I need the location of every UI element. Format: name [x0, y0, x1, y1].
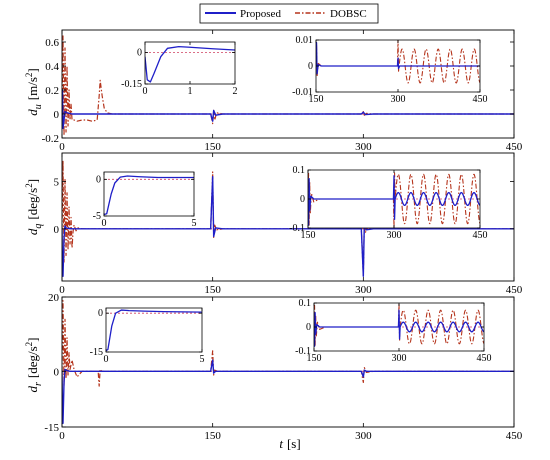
panel-du-inset-2: 150 300 450 -0.01 0 0.01	[292, 35, 487, 105]
panel-dr-xtick-label: 0	[59, 430, 65, 442]
panel-du-xtick-label: 300	[355, 141, 372, 153]
panel-du: 0 150 300 450-0.200.20.40.6 du[m/s2] 0 1 2-0.…	[24, 29, 523, 153]
legend-dobsc-label: DOBSC	[330, 8, 367, 20]
legend-box	[199, 3, 379, 24]
panel-dr-series-proposed	[62, 359, 514, 424]
panel-dr-inset1-series-proposed	[106, 309, 202, 352]
panel-du-xtick-label: 450	[506, 141, 523, 153]
panel-dq-inset1-series-proposed	[104, 175, 194, 216]
legend: Proposed DOBSC	[199, 3, 379, 24]
panel-dr-inset1-ytick-label: -15	[90, 347, 103, 358]
panel-dq-inset1-frame	[103, 171, 195, 217]
panel-du-inset2-series-dobsc	[316, 40, 480, 84]
panel-dr-inset-1: 0 5-150	[90, 307, 205, 365]
panel-dq-inset2-xtick-label: 150	[301, 230, 316, 241]
panel-dq-frame	[61, 152, 515, 282]
panel-dq-inset2-xtick-label: 450	[473, 230, 488, 241]
panel-dq-inset1-xtick-label: 0	[102, 218, 107, 229]
panel-du-inset-1: 0 1 2-0.150	[121, 41, 238, 97]
panel-dr-inset2-xtick-label: 150	[307, 353, 322, 364]
panel-dq-inset2-ytick-label: 0	[300, 194, 305, 205]
panel-du-ytick-label: 0.6	[45, 37, 59, 49]
panel-du-inset2-ytick-label: -0.01	[292, 87, 313, 98]
panel-dr-inset1-xtick-label: 5	[200, 354, 205, 365]
panel-dq-inset2-xtick-label: 300	[387, 230, 402, 241]
panel-du-inset2-series-proposed	[316, 41, 480, 75]
panel-dq-inset1-ytick-label: 0	[96, 174, 101, 185]
panel-dq-ytick-label: 5	[54, 176, 60, 188]
panel-dr-series-dobsc	[62, 300, 514, 387]
panel-du-inset2-xtick-label: 450	[473, 94, 488, 105]
legend-proposed-label: Proposed	[240, 8, 281, 20]
panel-dr-inset2-xtick-label: 300	[392, 353, 407, 364]
panel-dq-inset2-ytick-label: 0.1	[293, 165, 306, 176]
panel-du-ytick-label: -0.2	[42, 133, 59, 145]
panel-du-plot: 0 150 300 450-0.200.20.40.6	[42, 29, 523, 153]
panel-du-inset1-xtick-label: 0	[143, 86, 148, 97]
panel-dr-ytick-label: -15	[44, 422, 59, 434]
panel-du-ytick-label: 0.4	[45, 61, 59, 73]
panel-du-inset1-ytick-label: -0.15	[121, 79, 142, 90]
panel-du-inset1-xtick-label: 2	[233, 86, 238, 97]
panel-du-xtick-label: 0	[59, 141, 65, 153]
panel-du-inset2-ytick-label: 0.01	[296, 35, 314, 46]
panel-dr-inset1-background	[106, 308, 202, 352]
panel-dq-inset-1: 0 5-50	[93, 171, 197, 229]
panel-du-series-proposed	[62, 89, 514, 130]
panel-dq-xtick-label: 150	[204, 284, 221, 296]
panel-du-ytick-label: 0	[54, 109, 60, 121]
panel-dq-inset1-xtick-label: 5	[192, 218, 197, 229]
panel-du-frame	[61, 29, 515, 139]
panel-dr-frame	[61, 296, 515, 428]
panel-dr-xtick-label: 300	[355, 430, 372, 442]
panel-dq-inset2-series-proposed	[308, 175, 480, 226]
panel-du-series-dobsc	[62, 35, 514, 137]
panel-dq-ytick-label: 0	[54, 224, 60, 236]
panel-dq-inset1-ytick-label: -5	[93, 211, 101, 222]
panel-du-inset2-xtick-label: 150	[309, 94, 324, 105]
panel-du-inset2-xtick-label: 300	[391, 94, 406, 105]
panel-dr-inset2-ytick-label: 0	[306, 322, 311, 333]
panel-dr-inset2-xtick-label: 450	[477, 353, 492, 364]
panel-du-inset2-ytick-label: 0	[308, 61, 313, 72]
panel-dr-xtick-label: 450	[506, 430, 523, 442]
panel-dr-inset2-series-proposed	[314, 309, 484, 347]
panel-dr-inset1-ytick-label: 0	[98, 308, 103, 319]
panel-dq-inset1-background	[104, 172, 194, 216]
panel-dr-ytick-label: 0	[54, 366, 60, 378]
panel-dr-inset-2: 150 300 450 -0.1 0 0.1	[295, 298, 491, 364]
panel-dr-inset2-ytick-label: -0.1	[295, 346, 311, 357]
panel-dr-ytick-label: 20	[48, 292, 60, 304]
panel-dq-ylabel: dq[deg/s2]	[24, 179, 44, 235]
panel-du-ylabel: du[m/s2]	[24, 68, 44, 115]
panel-dr-inset1-xtick-label: 0	[104, 354, 109, 365]
panel-dq-inset-2: 150 300 450 -0.1 0 0.1	[289, 165, 487, 241]
panel-dq-xtick-label: 0	[59, 284, 65, 296]
panel-dq-xtick-label: 300	[355, 284, 372, 296]
panel-du-inset1-xtick-label: 1	[188, 86, 193, 97]
panel-dq-inset2-ytick-label: -0.1	[289, 223, 305, 234]
panel-dr-inset2-ytick-label: 0.1	[299, 298, 312, 309]
panel-dr-ylabel: dr[deg/s2]	[24, 337, 44, 392]
panel-du-inset1-series-proposed	[145, 45, 235, 83]
panel-du-ytick-label: 0.2	[45, 85, 59, 97]
panel-du-inset1-ytick-label: 0	[137, 48, 142, 59]
panel-dr-xtick-label: 150	[204, 430, 221, 442]
panel-dq-xtick-label: 450	[506, 284, 523, 296]
panel-dr-inset1-frame	[105, 307, 203, 353]
panel-du-xtick-label: 150	[204, 141, 221, 153]
x-axis-label: t [s]	[279, 436, 300, 451]
panel-dr-inset2-series-dobsc	[314, 303, 484, 347]
